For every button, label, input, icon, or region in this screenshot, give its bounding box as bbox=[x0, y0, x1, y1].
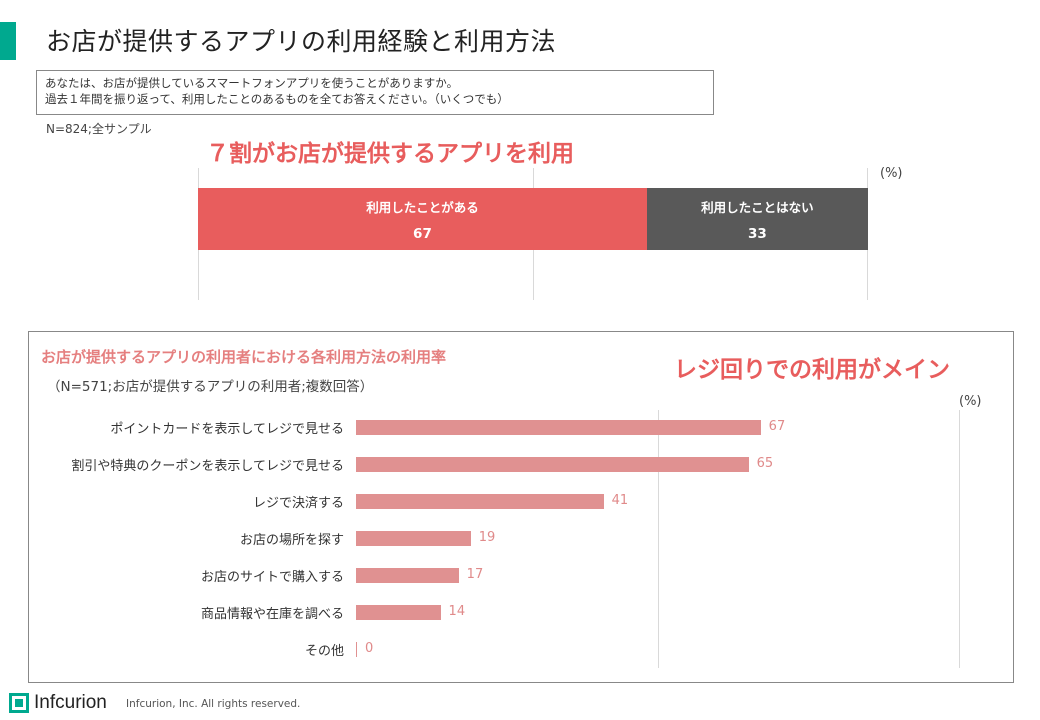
question-line-1: あなたは、お店が提供しているスマートフォンアプリを使うことがありますか。 bbox=[45, 76, 459, 90]
usage-stacked-bar-chart: 利用したことがある 67 利用したことはない 33 bbox=[198, 168, 868, 300]
method-category-label: お店の場所を探す bbox=[239, 533, 344, 548]
method-bar-chart: ポイントカードを表示してレジで見せる 67 割引や特典のクーポンを表示してレジで見せ… bbox=[71, 410, 960, 668]
method-bar bbox=[356, 568, 459, 583]
method-category-label: その他 bbox=[304, 644, 344, 659]
stack-segment-value: 33 bbox=[748, 225, 767, 242]
stack-segment-0: 利用したことがある 67 bbox=[198, 188, 647, 250]
stack-segment-label: 利用したことはない bbox=[701, 199, 814, 215]
method-gridline bbox=[959, 410, 960, 668]
stack-segment-1: 利用したことはない 33 bbox=[646, 188, 868, 250]
method-bar-value: 65 bbox=[756, 456, 774, 471]
register-headline: レジ回りでの利用がメイン bbox=[674, 357, 950, 383]
method-bar bbox=[356, 605, 441, 620]
page-title: お店が提供するアプリの利用経験と利用方法 bbox=[46, 27, 557, 56]
method-category-label: レジで決済する bbox=[252, 496, 344, 511]
method-bar bbox=[356, 531, 471, 546]
company-logo: Infcurion bbox=[9, 692, 107, 714]
method-category-label: お店のサイトで購入する bbox=[200, 570, 344, 585]
method-chart-title: お店が提供するアプリの利用者における各利用方法の利用率 bbox=[41, 348, 447, 366]
title-accent-bar bbox=[0, 22, 16, 60]
usage-method-panel: お店が提供するアプリの利用者における各利用方法の利用率 （N=571;お店が提供… bbox=[28, 331, 1014, 683]
method-bar bbox=[356, 642, 357, 657]
method-category-label: 商品情報や在庫を調べる bbox=[200, 607, 344, 622]
method-chart-subtitle: （N=571;お店が提供するアプリの利用者;複数回答） bbox=[47, 379, 374, 395]
question-box: あなたは、お店が提供しているスマートフォンアプリを使うことがありますか。 過去１… bbox=[36, 70, 714, 115]
method-bar bbox=[356, 494, 604, 509]
method-bar-value: 0 bbox=[365, 641, 374, 656]
method-category-label: 割引や特典のクーポンを表示してレジで見せる bbox=[71, 459, 344, 474]
sample-note: N=824;全サンプル bbox=[46, 122, 152, 136]
method-bar-value: 41 bbox=[611, 493, 629, 508]
stack-segment-label: 利用したことがある bbox=[366, 199, 479, 215]
usage-headline: ７割がお店が提供するアプリを利用 bbox=[206, 141, 574, 167]
question-line-2: 過去１年間を振り返って、利用したことのあるものを全てお答えください。（いくつでも… bbox=[45, 92, 509, 106]
stack-chart-unit: (%) bbox=[880, 166, 903, 181]
copyright: Infcurion, Inc. All rights reserved. bbox=[126, 698, 301, 710]
method-chart-unit: (%) bbox=[959, 394, 982, 409]
method-bar-value: 14 bbox=[448, 604, 466, 619]
logo-text: Infcurion bbox=[34, 692, 107, 713]
method-gridline bbox=[658, 410, 659, 668]
method-bar bbox=[356, 420, 761, 435]
stack-segment-value: 67 bbox=[413, 225, 432, 242]
method-bar bbox=[356, 457, 749, 472]
method-bar-value: 17 bbox=[466, 567, 484, 582]
method-category-label: ポイントカードを表示してレジで見せる bbox=[110, 422, 344, 437]
logo-mark-icon bbox=[9, 693, 29, 713]
method-bar-value: 67 bbox=[768, 419, 786, 434]
method-bar-value: 19 bbox=[478, 530, 496, 545]
